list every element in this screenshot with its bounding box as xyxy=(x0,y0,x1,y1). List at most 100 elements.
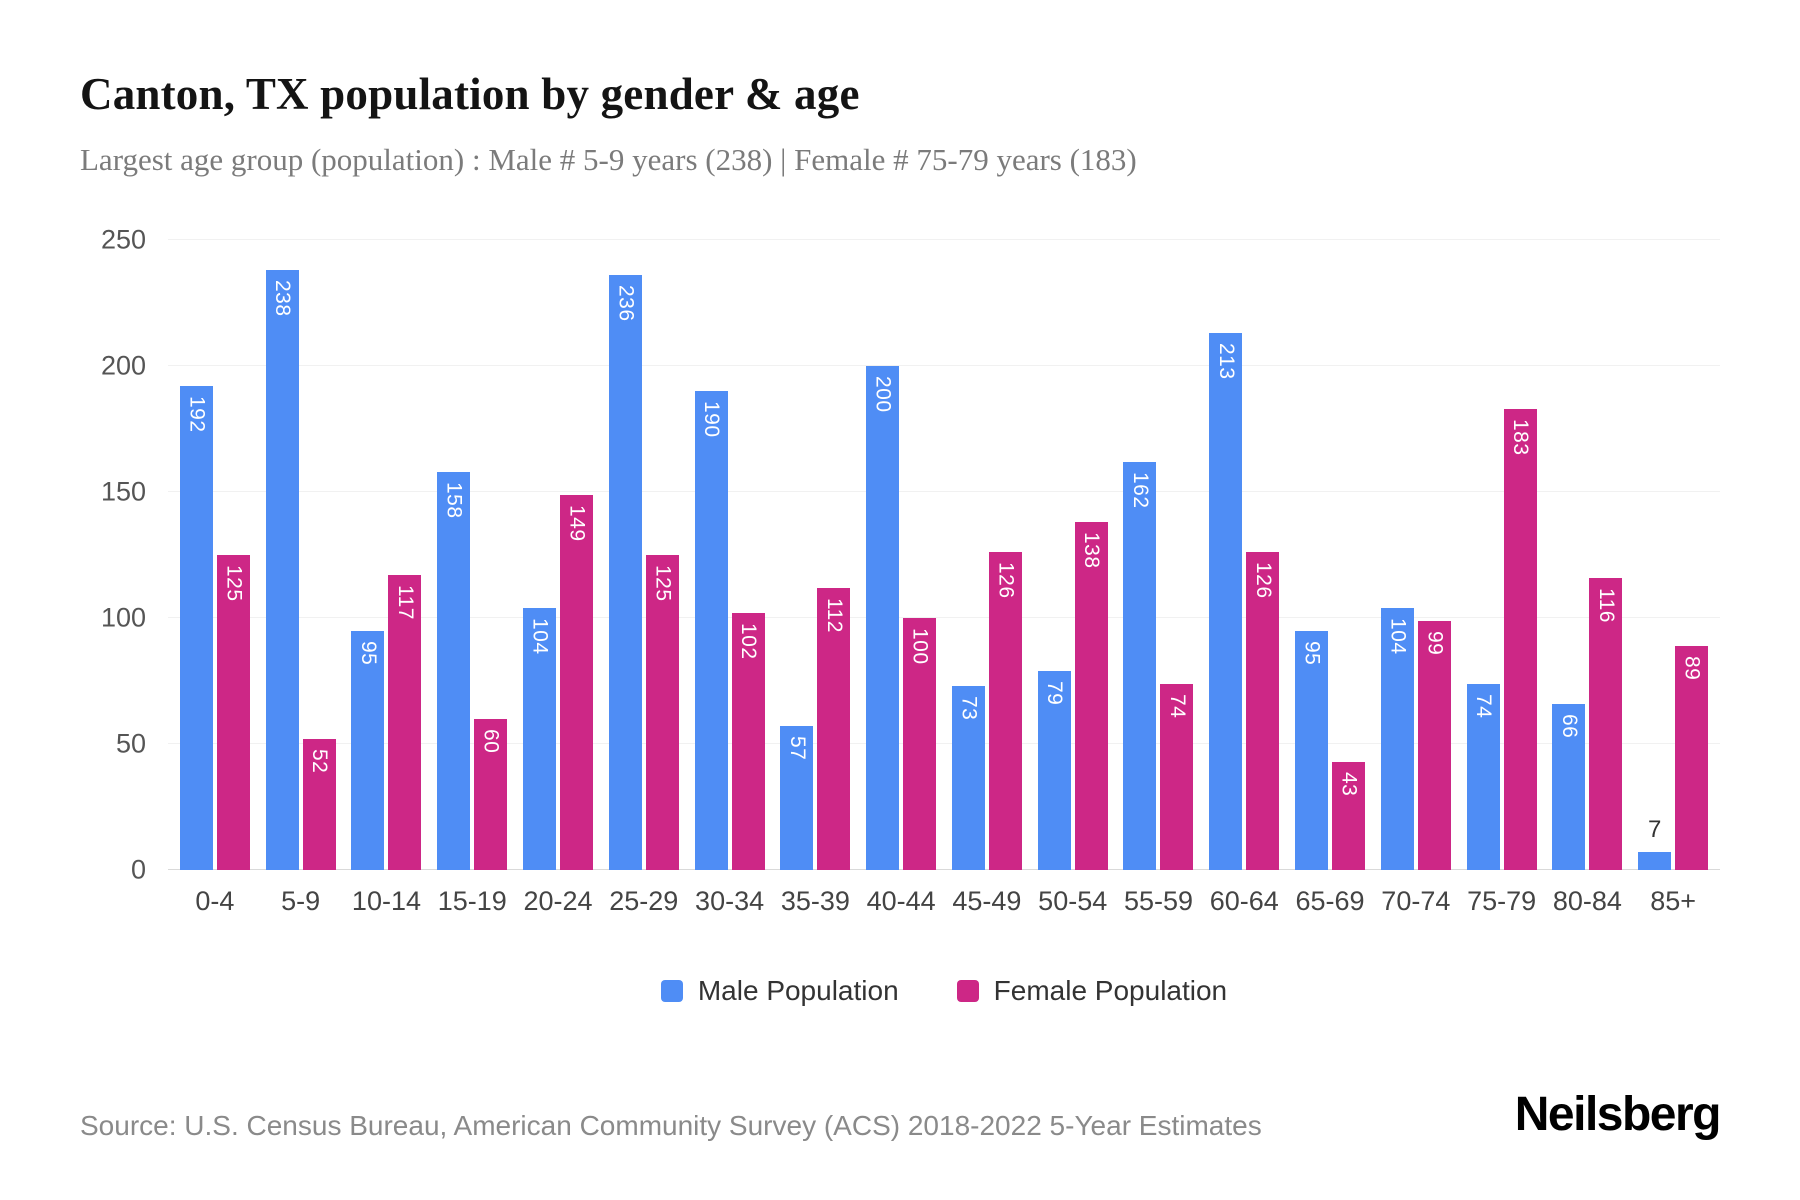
female-population-bar[interactable]: 99 xyxy=(1417,620,1451,870)
female-population-bar[interactable]: 102 xyxy=(731,612,765,870)
male-population-bar[interactable]: 95 xyxy=(351,630,385,870)
bar-group: 213 126 xyxy=(1201,240,1287,870)
x-axis-category-label: 80-84 xyxy=(1552,886,1622,916)
bar-value-label: 192 xyxy=(185,396,209,433)
bar-value-label: 74 xyxy=(1165,693,1189,718)
legend-item-female[interactable]: Female Population xyxy=(956,975,1227,1007)
legend: Male Population Female Population xyxy=(168,975,1720,1007)
bar-value-label: 60 xyxy=(479,728,503,754)
bar-value-label: 138 xyxy=(1080,532,1104,569)
female-population-bar[interactable]: 89 xyxy=(1675,645,1709,870)
bar-group: 162 74 xyxy=(1116,240,1202,870)
bars-row: 192 125 238 52 95 117 158 60 104 149 236 125 190 102 5… xyxy=(168,240,1720,870)
female-population-bar[interactable]: 125 xyxy=(216,555,250,870)
legend-item-male[interactable]: Male Population xyxy=(660,975,899,1007)
footer: Source: U.S. Census Bureau, American Com… xyxy=(80,1087,1722,1142)
bar-value-label: 104 xyxy=(528,617,552,655)
female-population-bar[interactable]: 126 xyxy=(988,552,1022,870)
bar-group: 200 100 xyxy=(858,240,944,870)
bar-group: 74 183 xyxy=(1459,240,1545,870)
male-population-bar[interactable]: 200 xyxy=(866,366,900,870)
bar-group: 104 149 xyxy=(515,240,601,870)
male-population-bar[interactable]: 104 xyxy=(523,607,557,870)
male-population-bar[interactable]: 236 xyxy=(608,275,642,870)
bar-group: 158 60 xyxy=(429,240,515,870)
bar-value-label: 183 xyxy=(1509,418,1533,456)
source-text: Source: U.S. Census Bureau, American Com… xyxy=(80,1110,1262,1141)
x-axis-category-label: 25-29 xyxy=(609,886,679,916)
male-population-bar[interactable]: 73 xyxy=(951,686,985,870)
plot-area: 192 125 238 52 95 117 158 60 104 149 236 125 190 102 5… xyxy=(101,225,1720,885)
y-axis-tick-label: 100 xyxy=(100,602,146,633)
female-population-bar[interactable]: 112 xyxy=(817,587,851,870)
male-population-bar[interactable]: 95 xyxy=(1295,630,1329,870)
bar-group: 73 126 xyxy=(944,240,1030,870)
x-axis-category-label: 45-49 xyxy=(952,886,1022,916)
bar-group: 192 125 xyxy=(172,240,258,870)
bar-value-label: 126 xyxy=(1251,562,1275,600)
male-population-bar[interactable]: 7 xyxy=(1638,816,1672,870)
female-population-bar[interactable]: 100 xyxy=(903,618,937,870)
female-population-bar[interactable]: 116 xyxy=(1589,577,1623,870)
female-population-bar[interactable]: 138 xyxy=(1074,522,1108,870)
bar-value-label: 200 xyxy=(871,376,895,413)
bar-group: 79 138 xyxy=(1030,240,1116,870)
x-axis-category-label: 85+ xyxy=(1650,886,1697,916)
bar-value-label: 117 xyxy=(393,585,417,621)
bar-value-label: 79 xyxy=(1043,680,1067,706)
male-population-bar[interactable]: 192 xyxy=(179,386,213,870)
female-population-bar[interactable]: 126 xyxy=(1246,552,1280,870)
page-title: Canton, TX population by gender & age xyxy=(80,69,860,119)
bar-group: 7 89 xyxy=(1630,240,1716,870)
bar-value-label: 7 xyxy=(1647,816,1662,844)
bar-value-label: 116 xyxy=(1594,587,1618,623)
bar-value-label: 73 xyxy=(957,696,981,721)
female-population-bar[interactable]: 117 xyxy=(388,575,422,870)
female-population-bar[interactable]: 183 xyxy=(1503,408,1537,870)
male-population-bar[interactable]: 57 xyxy=(780,726,814,870)
female-population-bar[interactable]: 125 xyxy=(645,555,679,870)
bar-value-label: 126 xyxy=(994,562,1018,600)
bar-group: 238 52 xyxy=(258,240,344,870)
x-axis-category-label: 75-79 xyxy=(1467,886,1537,916)
bar-value-label: 66 xyxy=(1557,713,1581,739)
legend-swatch xyxy=(956,980,979,1002)
bar-value-label: 213 xyxy=(1214,343,1238,380)
female-population-bar[interactable]: 74 xyxy=(1160,683,1194,870)
bar-value-label: 95 xyxy=(356,640,380,665)
bar-value-label: 52 xyxy=(308,748,332,774)
bar-value-label: 57 xyxy=(785,736,809,761)
bar-value-label: 236 xyxy=(614,285,638,322)
bar-value-label: 74 xyxy=(1472,693,1496,718)
gridline xyxy=(168,617,1720,618)
bar-value-label: 112 xyxy=(822,597,846,633)
female-population-bar[interactable]: 149 xyxy=(560,494,594,870)
bar-group: 57 112 xyxy=(772,240,858,870)
male-population-bar[interactable]: 190 xyxy=(694,391,728,870)
bar-group: 104 99 xyxy=(1373,240,1459,870)
male-population-bar[interactable]: 238 xyxy=(265,270,299,870)
bar-group: 95 43 xyxy=(1287,240,1373,870)
bar-value-label: 162 xyxy=(1128,471,1152,509)
bar-value-label: 43 xyxy=(1337,771,1361,796)
bar-value-label: 89 xyxy=(1680,655,1704,681)
male-population-bar[interactable]: 158 xyxy=(437,471,471,870)
legend-swatch xyxy=(660,980,683,1002)
bar-chart: 192 125 238 52 95 117 158 60 104 149 236 125 190 102 5… xyxy=(80,225,1720,1007)
female-population-bar[interactable]: 52 xyxy=(302,738,336,870)
male-population-bar[interactable]: 162 xyxy=(1123,461,1157,870)
male-population-bar[interactable]: 74 xyxy=(1466,683,1500,870)
male-population-bar[interactable]: 213 xyxy=(1209,333,1243,870)
y-axis-tick-label: 150 xyxy=(100,476,146,507)
bar-value-label: 158 xyxy=(442,481,466,519)
bar-value-label: 190 xyxy=(700,401,724,438)
gridline xyxy=(168,869,1720,870)
female-population-bar[interactable]: 43 xyxy=(1332,761,1366,870)
x-axis-category-label: 10-14 xyxy=(351,886,421,916)
x-axis-category-label: 50-54 xyxy=(1038,886,1108,916)
male-population-bar[interactable]: 104 xyxy=(1380,607,1414,870)
x-axis-category-label: 35-39 xyxy=(780,886,850,916)
male-population-bar[interactable]: 79 xyxy=(1037,670,1071,870)
male-population-bar[interactable]: 66 xyxy=(1552,703,1586,870)
female-population-bar[interactable]: 60 xyxy=(474,718,508,870)
